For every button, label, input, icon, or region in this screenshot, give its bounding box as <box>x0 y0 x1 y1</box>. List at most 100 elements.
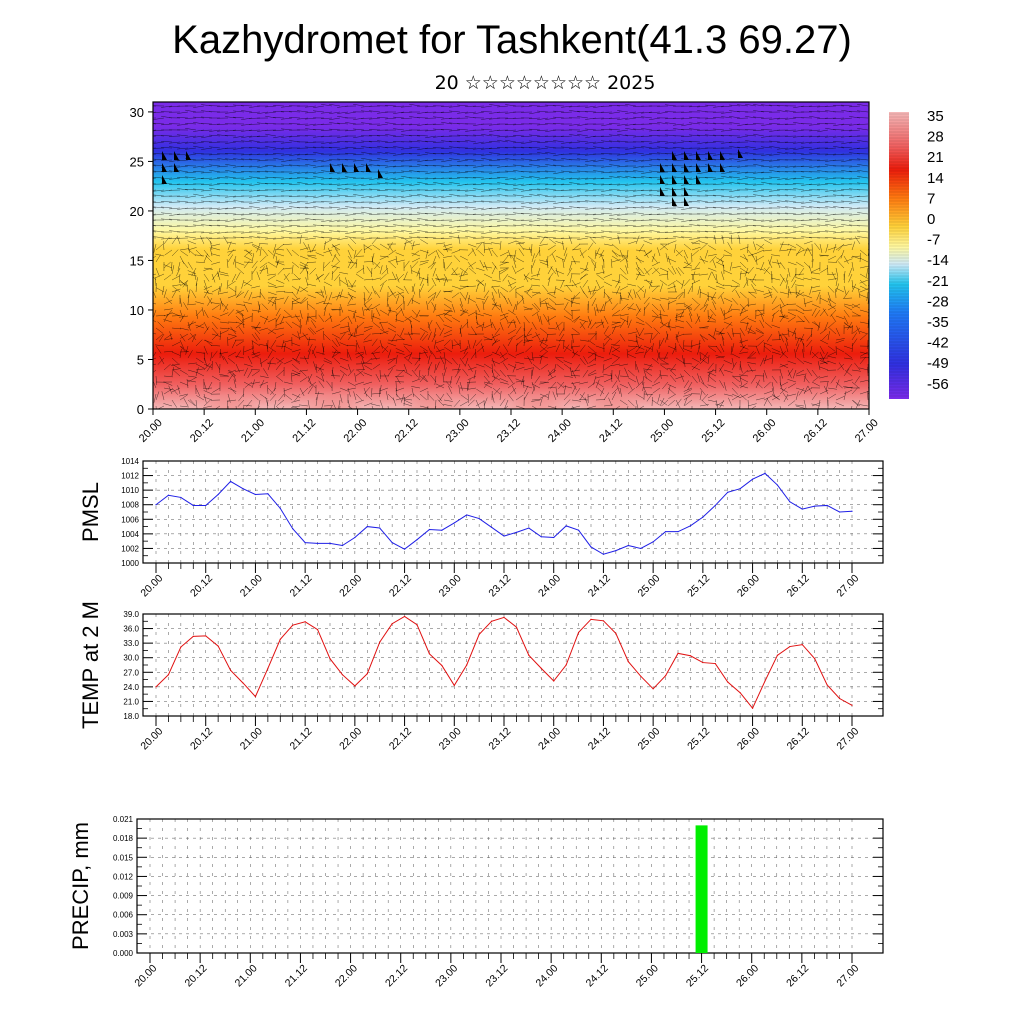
wind-barb <box>185 225 197 227</box>
wind-barb <box>235 309 243 317</box>
wind-barb <box>227 357 236 364</box>
wind-barb <box>779 291 789 295</box>
wind-barb <box>724 309 733 315</box>
wind-barb <box>291 369 301 375</box>
wind-barb <box>273 135 285 139</box>
wind-barb <box>745 146 757 149</box>
wind-barb <box>824 321 829 331</box>
wind-barb <box>483 313 493 317</box>
wind-barb <box>226 399 229 409</box>
wind-barb <box>497 206 509 209</box>
x-tick-label: 25.12 <box>685 572 712 599</box>
y-axis-title: PMSL <box>78 482 103 542</box>
wind-barb <box>515 291 524 298</box>
wind-barb <box>355 333 365 337</box>
wind-barb <box>377 182 389 185</box>
wind-barb <box>410 265 413 275</box>
wind-barb <box>866 291 869 301</box>
wind-barb <box>745 176 757 179</box>
wind-barb <box>841 135 853 138</box>
wind-barb <box>361 231 373 234</box>
wind-barb <box>435 393 442 402</box>
wind-barb <box>379 339 383 349</box>
wind-barb <box>567 267 573 276</box>
wind-barb <box>771 296 777 305</box>
wind-barb <box>529 247 533 257</box>
wind-barb <box>835 267 839 277</box>
wind-barb <box>339 369 348 376</box>
wind-barb <box>273 219 285 222</box>
wind-barb <box>291 291 298 300</box>
wind-barb <box>459 297 463 307</box>
wind-barb <box>163 308 173 311</box>
wind-barb <box>299 266 306 275</box>
wind-barb <box>323 285 327 295</box>
wind-barb <box>363 333 371 341</box>
wind-barb <box>753 189 765 192</box>
wind-barb <box>580 267 589 274</box>
wind-barb <box>385 165 397 168</box>
wind-barb <box>242 405 245 409</box>
wind-barb <box>227 369 237 374</box>
wind-barb <box>387 358 396 365</box>
wind-barb <box>526 327 533 336</box>
wind-barb <box>195 363 205 369</box>
wind-barb <box>267 296 274 305</box>
wind-barb <box>635 257 645 263</box>
wind-barb <box>827 360 837 365</box>
wind-barb <box>515 285 525 290</box>
wind-barb <box>718 363 725 372</box>
wind-barb <box>243 348 253 353</box>
wind-barb <box>553 110 565 113</box>
wind-barb <box>387 342 397 347</box>
wind-barb <box>580 273 589 279</box>
page-subtitle: 20 ☆☆☆☆☆☆☆☆ 2025 <box>434 72 656 94</box>
wind-barb <box>737 195 749 198</box>
wind-barb <box>209 231 221 234</box>
wind-barb <box>795 289 801 299</box>
wind-barb <box>848 273 853 283</box>
wind-barb <box>200 235 205 245</box>
wind-barb <box>603 392 610 401</box>
wind-barb <box>803 327 813 329</box>
wind-barb <box>626 259 629 269</box>
wind-barb <box>251 253 255 263</box>
wind-barb <box>275 375 284 382</box>
wind-barb <box>347 287 357 293</box>
wind-barb <box>505 153 517 155</box>
wind-barb <box>803 385 809 395</box>
wind-barb <box>299 247 309 251</box>
wind-barb <box>857 147 869 149</box>
wind-barb <box>803 240 813 245</box>
wind-barb <box>779 303 789 309</box>
wind-barb <box>843 379 853 383</box>
wind-barb <box>529 224 541 227</box>
wind-barb <box>523 392 529 401</box>
wind-barb <box>353 159 365 162</box>
wind-barb <box>283 273 290 282</box>
wind-barb <box>233 213 245 216</box>
wind-barb <box>337 135 349 138</box>
wind-barb <box>683 380 690 389</box>
wind-barb <box>201 189 213 192</box>
wind-barb <box>609 105 621 107</box>
wind-barb <box>275 259 280 269</box>
wind-barb <box>539 397 543 407</box>
wind-barb <box>307 255 317 259</box>
wind-barb <box>153 141 165 144</box>
wind-barb <box>219 351 229 355</box>
wind-barb <box>689 219 701 222</box>
wind-barb <box>635 271 641 281</box>
wind-barb <box>779 314 786 323</box>
wind-barb <box>482 301 485 311</box>
wind-barb <box>241 140 253 143</box>
wind-barb <box>697 159 709 162</box>
wind-barb <box>675 375 685 380</box>
wind-barb <box>747 369 757 372</box>
wind-barb <box>697 121 709 125</box>
wind-barb <box>402 295 405 305</box>
wind-barb <box>404 393 413 399</box>
wind-barb <box>475 241 485 245</box>
wind-barb <box>473 213 485 215</box>
